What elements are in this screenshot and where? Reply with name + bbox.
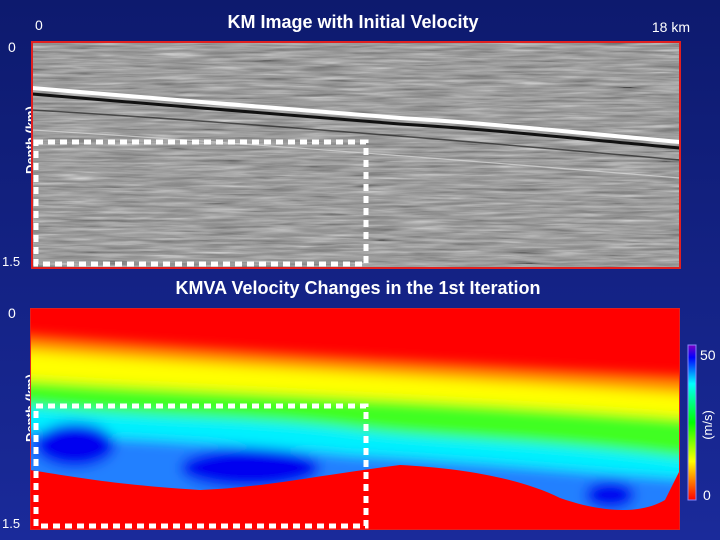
- x-end-label: 18 km: [652, 19, 690, 35]
- x-start-label: 0: [35, 17, 43, 33]
- colorbar-unit: (m/s): [700, 410, 715, 440]
- highlight-box: [33, 403, 369, 529]
- depth-bottom-label: 1.5: [2, 516, 20, 531]
- panel-title: KM Image with Initial Velocity: [227, 12, 478, 32]
- depth-top-label: 0: [8, 39, 16, 55]
- colorbar-max: 50: [700, 347, 716, 363]
- colorbar-min: 0: [703, 487, 711, 503]
- panel-title: KMVA Velocity Changes in the 1st Iterati…: [175, 278, 540, 298]
- depth-bottom-label: 1.5: [2, 254, 20, 269]
- colorbar: [687, 344, 697, 501]
- velocity-image: [30, 308, 680, 530]
- seismic-image: [31, 41, 681, 269]
- depth-top-label: 0: [8, 305, 16, 321]
